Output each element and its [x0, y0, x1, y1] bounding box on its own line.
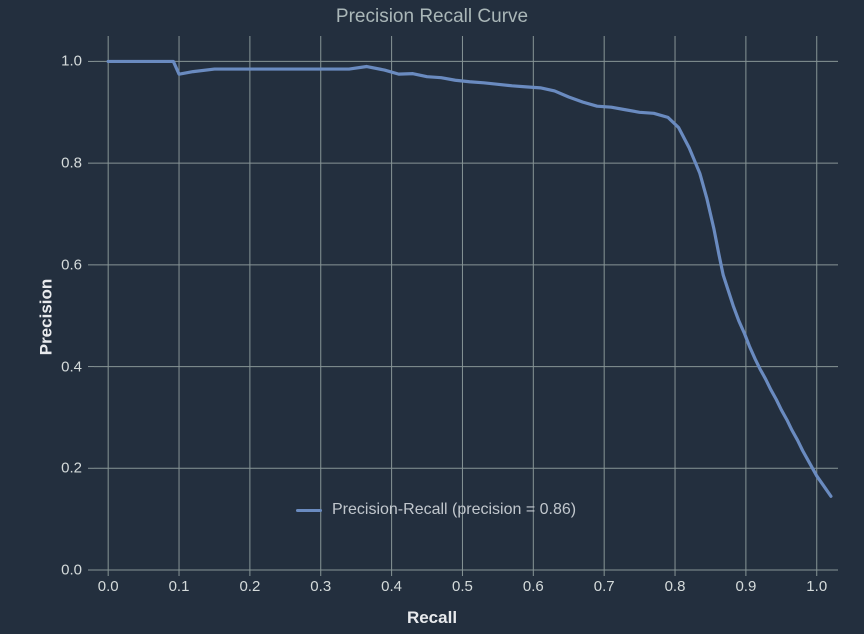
x-tick-label: 0.9 [735, 578, 756, 595]
x-tick-label: 0.7 [594, 578, 615, 595]
y-tick-label: 0.6 [61, 256, 82, 273]
y-tick-label: 0.4 [61, 358, 82, 375]
x-tick-label: 1.0 [806, 578, 827, 595]
x-tick-label: 0.4 [381, 578, 402, 595]
x-tick-label: 0.1 [169, 578, 190, 595]
y-tick-label: 0.0 [61, 562, 82, 579]
y-tick-label: 0.8 [61, 155, 82, 172]
legend-text: Precision-Recall (precision = 0.86) [332, 501, 576, 519]
legend-line [296, 509, 322, 512]
pr-chart: Precision Recall Curve Precision Recall … [0, 0, 864, 634]
x-tick-label: 0.5 [452, 578, 473, 595]
x-tick-label: 0.3 [310, 578, 331, 595]
x-tick-label: 0.6 [523, 578, 544, 595]
x-tick-label: 0.8 [665, 578, 686, 595]
y-tick-label: 0.2 [61, 460, 82, 477]
x-tick-label: 0.2 [239, 578, 260, 595]
plot-svg [0, 0, 864, 634]
legend: Precision-Recall (precision = 0.86) [296, 501, 576, 519]
y-tick-label: 1.0 [61, 53, 82, 70]
x-tick-label: 0.0 [98, 578, 119, 595]
